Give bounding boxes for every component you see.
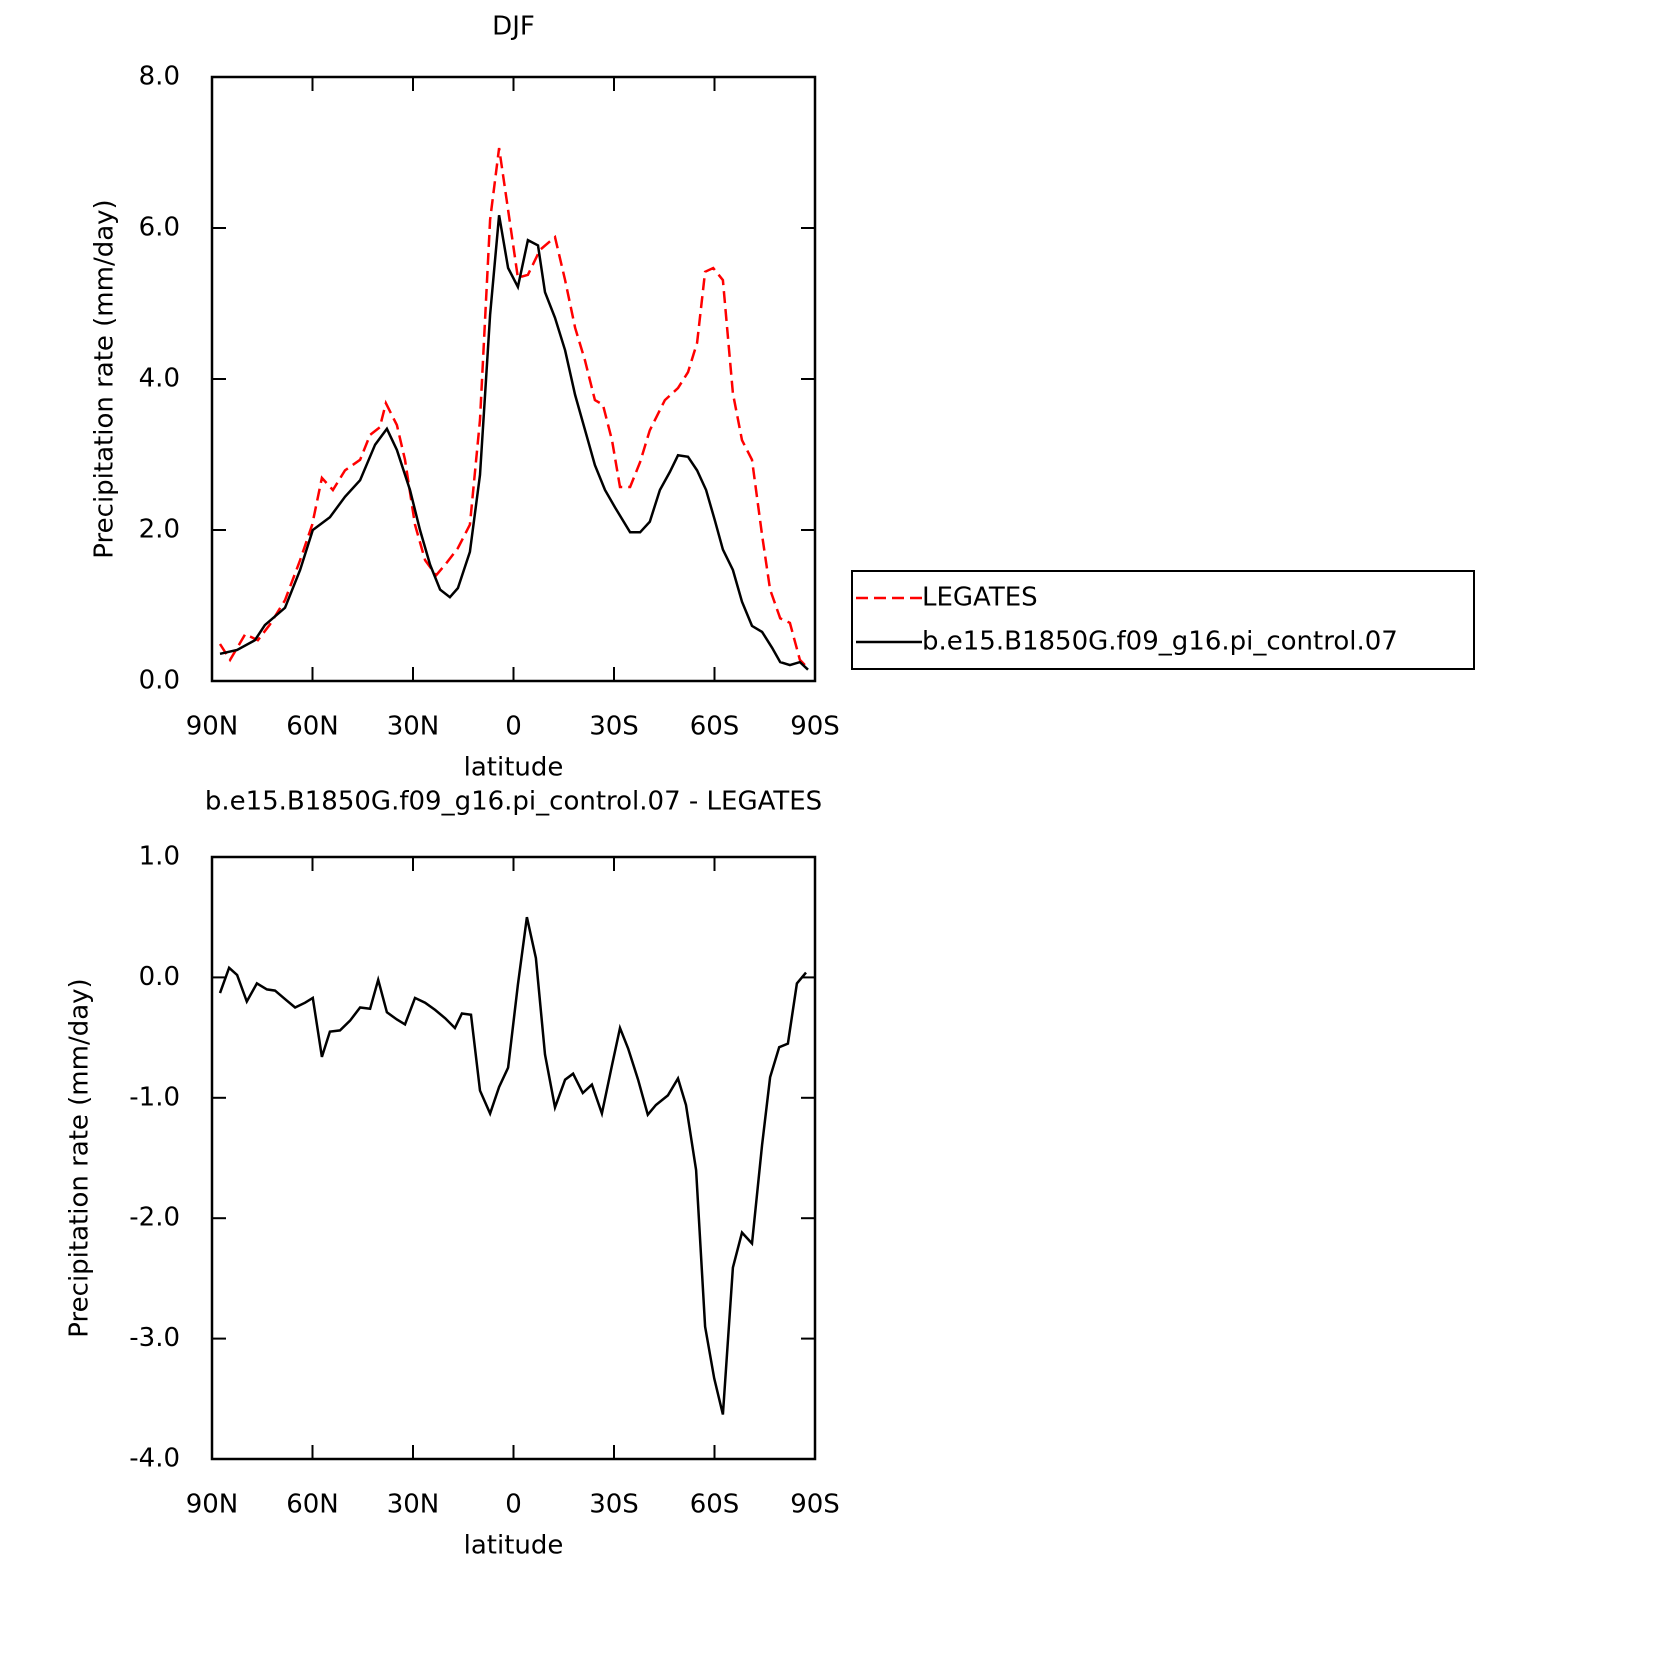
y-tick-label: 0.0 [139, 962, 180, 992]
y-tick-label: -2.0 [129, 1203, 180, 1233]
x-tick-label: 30N [387, 712, 440, 742]
y-tick-label: -3.0 [129, 1323, 180, 1353]
y-tick-label: 0.0 [139, 666, 180, 696]
y-tick-label: 2.0 [139, 515, 180, 545]
plot-frame [210, 855, 817, 1461]
y-axis-label: Precipitation rate (mm/day) [65, 978, 95, 1337]
plot-frame [210, 75, 817, 683]
chart-title: b.e15.B1850G.f09_g16.pi_control.07 - LEG… [205, 787, 822, 817]
y-tick-label: 4.0 [139, 364, 180, 394]
data-line [218, 147, 809, 670]
x-tick-label: 60N [286, 1490, 339, 1520]
y-tick-label: 8.0 [139, 62, 180, 92]
x-tick-label: 0 [505, 1490, 522, 1520]
y-axis-label: Precipitation rate (mm/day) [90, 199, 120, 558]
y-tick-label: 1.0 [139, 842, 180, 872]
x-tick-label: 30S [589, 1490, 639, 1520]
chart-title: DJF [492, 12, 535, 42]
x-tick-label: 60N [286, 712, 339, 742]
x-tick-label: 90N [186, 712, 239, 742]
legend-box [851, 570, 1475, 670]
data-line [219, 214, 809, 671]
y-tick-label: 6.0 [139, 213, 180, 243]
x-tick-label: 90S [790, 1490, 840, 1520]
x-axis-label: latitude [464, 1531, 564, 1561]
x-tick-label: 30S [589, 712, 639, 742]
x-tick-label: 0 [505, 712, 522, 742]
y-tick-label: -1.0 [129, 1082, 180, 1112]
x-tick-label: 60S [690, 712, 740, 742]
x-axis-label: latitude [464, 753, 564, 783]
x-tick-label: 60S [690, 1490, 740, 1520]
x-tick-label: 90S [790, 712, 840, 742]
legend-label: LEGATES [922, 583, 1038, 613]
legend-label: b.e15.B1850G.f09_g16.pi_control.07 [922, 627, 1398, 657]
x-tick-label: 90N [186, 1490, 239, 1520]
y-tick-label: -4.0 [129, 1444, 180, 1474]
data-line [218, 916, 807, 1415]
x-tick-label: 30N [387, 1490, 440, 1520]
